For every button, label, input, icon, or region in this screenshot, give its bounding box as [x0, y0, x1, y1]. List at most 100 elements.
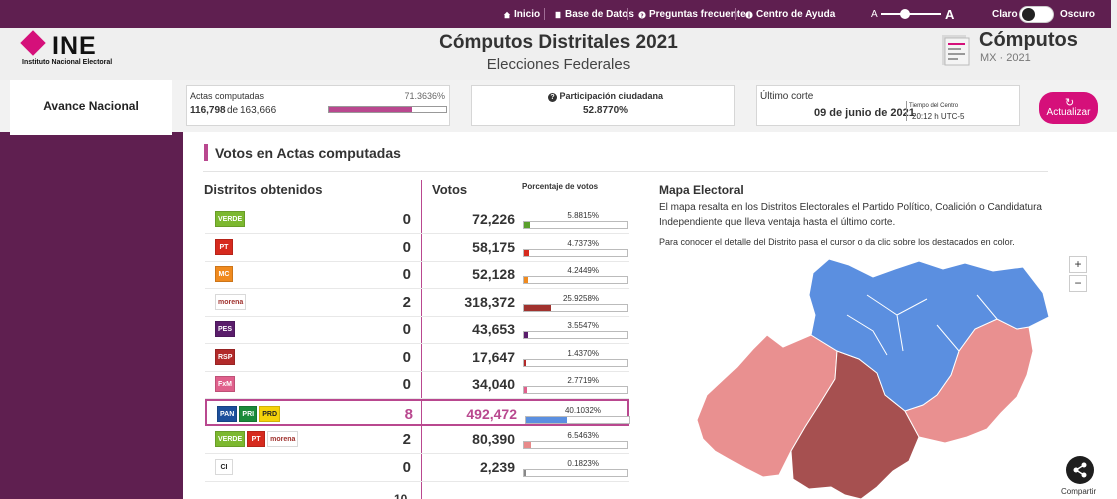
vote-percentage: 1.4370%	[523, 349, 629, 368]
vote-percentage-fill	[524, 250, 529, 256]
party-logos: RSP	[215, 349, 236, 365]
vote-count: 2,239	[479, 459, 515, 475]
result-row[interactable]: FxM 0 34,040 2.7719%	[205, 371, 629, 398]
font-size-slider-handle[interactable]	[900, 9, 910, 19]
status-row: Avance Nacional Actas computadas 71.3636…	[0, 80, 1117, 132]
map-description: El mapa resalta en los Distritos Elector…	[659, 202, 1042, 228]
districts-won: 2	[402, 294, 411, 311]
nav-base-datos[interactable]: Base de Datos	[554, 9, 634, 20]
vote-percentage: 5.8815%	[523, 211, 629, 230]
section-divider	[203, 171, 1048, 172]
font-small-label[interactable]: A	[871, 9, 878, 20]
vote-percentage-bar	[523, 249, 628, 257]
col-distritos-header: Distritos obtenidos	[204, 182, 323, 197]
row-divider	[205, 233, 629, 234]
actas-progress-bar	[328, 106, 447, 113]
vote-percentage-fill	[524, 387, 527, 393]
question-circle-icon: ?	[548, 93, 557, 102]
participacion-label: Participación ciudadana	[559, 91, 664, 101]
party-logos: PES	[215, 321, 236, 337]
districts-won: 8	[404, 406, 413, 423]
sidebar-tab-indicator	[10, 132, 172, 135]
party-logo-icon: RSP	[215, 349, 236, 365]
actas-de: de	[227, 105, 239, 116]
section-title: Votos en Actas computadas	[215, 145, 401, 161]
vote-count: 72,226	[472, 211, 515, 227]
nav-preguntas[interactable]: ? Preguntas frecuentes	[638, 9, 751, 20]
party-logo-icon: CI	[215, 459, 233, 475]
party-logos: FxM	[215, 376, 235, 392]
party-logo-icon: morena	[267, 431, 299, 447]
tab-avance-nacional[interactable]: Avance Nacional	[10, 80, 172, 132]
vote-percentage-text: 4.7373%	[567, 239, 599, 248]
zoom-out-button[interactable]: −	[1069, 275, 1087, 292]
brand-title: Cómputos	[979, 29, 1078, 51]
vote-percentage-fill	[524, 222, 531, 228]
vote-percentage-text: 40.1032%	[564, 406, 601, 415]
nav-divider	[544, 8, 545, 20]
vote-percentage-fill	[524, 442, 531, 448]
party-logos: CI	[215, 459, 233, 475]
section-accent	[204, 144, 208, 161]
header: INE Instituto Nacional Electoral Cómputo…	[0, 28, 1117, 80]
row-divider	[205, 481, 629, 482]
result-row[interactable]: MC 0 52,128 4.2449%	[205, 261, 629, 288]
font-large-label[interactable]: A	[945, 7, 955, 22]
row-divider	[205, 453, 629, 454]
result-row[interactable]: morena 2 318,372 25.9258%	[205, 289, 629, 316]
vote-percentage-text: 1.4370%	[567, 349, 599, 358]
vote-percentage-bar	[523, 386, 628, 394]
vote-percentage-text: 4.2449%	[567, 266, 599, 275]
party-logo-icon: PRD	[259, 406, 281, 422]
font-size-slider[interactable]	[881, 13, 941, 15]
actas-card: Actas computadas 71.3636% 116,798 de 163…	[186, 85, 450, 126]
result-row[interactable]: VERDE PT morena 2 80,390 6.5463%	[205, 426, 629, 453]
refresh-button[interactable]: ↻ Actualizar	[1039, 92, 1098, 124]
vote-percentage-fill	[524, 332, 528, 338]
party-logo-icon: morena	[215, 294, 247, 310]
districts-won: 0	[402, 349, 411, 366]
topbar-edge	[1111, 0, 1117, 28]
vote-count: 318,372	[464, 294, 515, 310]
result-row[interactable]: RSP 0 17,647 1.4370%	[205, 344, 629, 371]
ultimo-corte-card: Último corte 09 de junio de 2021 Tiempo …	[756, 85, 1020, 126]
party-logos: PT	[215, 239, 233, 255]
vote-percentage: 40.1032%	[525, 406, 631, 425]
svg-text:?: ?	[640, 13, 643, 19]
result-row[interactable]: CI 0 2,239 0.1823%	[205, 454, 629, 481]
participacion-card: ? Participación ciudadana 52.8770%	[471, 85, 735, 126]
actas-total: 163,666	[240, 105, 277, 116]
theme-dark-label: Oscuro	[1060, 9, 1096, 20]
vote-percentage: 0.1823%	[523, 459, 629, 478]
vote-count: 34,040	[472, 376, 515, 392]
share-label: Compartir	[1061, 487, 1097, 496]
result-row[interactable]: PT 0 58,175 4.7373%	[205, 234, 629, 261]
theme-toggle[interactable]	[1019, 6, 1054, 23]
share-icon	[1073, 462, 1087, 478]
vote-percentage-fill	[524, 360, 527, 366]
zoom-in-button[interactable]: +	[1069, 256, 1087, 273]
theme-toggle-knob	[1022, 8, 1035, 21]
vote-percentage-fill	[524, 305, 551, 311]
result-row[interactable]: PES 0 43,653 3.5547%	[205, 316, 629, 343]
ultimo-corte-label: Último corte	[760, 91, 814, 102]
party-logo-icon: PES	[215, 321, 236, 337]
row-divider	[205, 261, 629, 262]
map-district-borders	[846, 294, 998, 356]
nav-divider	[627, 8, 628, 20]
nav-preguntas-label: Preguntas frecuentes	[649, 9, 752, 20]
vote-percentage-bar	[523, 276, 628, 284]
result-row[interactable]: PAN PRI PRD 8 492,472 40.1032%	[205, 399, 631, 426]
vote-percentage-fill	[524, 277, 529, 283]
share-button[interactable]	[1066, 456, 1094, 484]
vote-percentage-text: 3.5547%	[567, 321, 599, 330]
vote-count: 43,653	[472, 321, 515, 337]
nav-centro-ayuda[interactable]: Centro de Ayuda	[745, 9, 835, 20]
result-row[interactable]: VERDE 0 72,226 5.8815%	[205, 206, 629, 233]
row-divider	[205, 343, 629, 344]
nav-inicio[interactable]: Inicio	[503, 9, 540, 20]
districts-won: 0	[402, 211, 411, 228]
home-icon	[503, 11, 511, 18]
districts-won: 0	[402, 459, 411, 476]
tiempo-value: 20:12 h UTC-5	[912, 112, 965, 121]
